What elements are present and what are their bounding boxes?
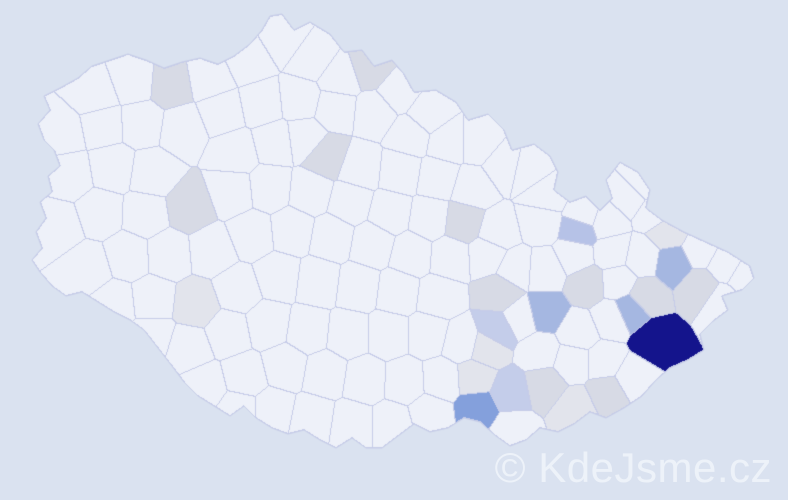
czech-republic-choropleth-map[interactable] [0,0,788,500]
map-stage: © KdeJsme.cz [0,0,788,500]
